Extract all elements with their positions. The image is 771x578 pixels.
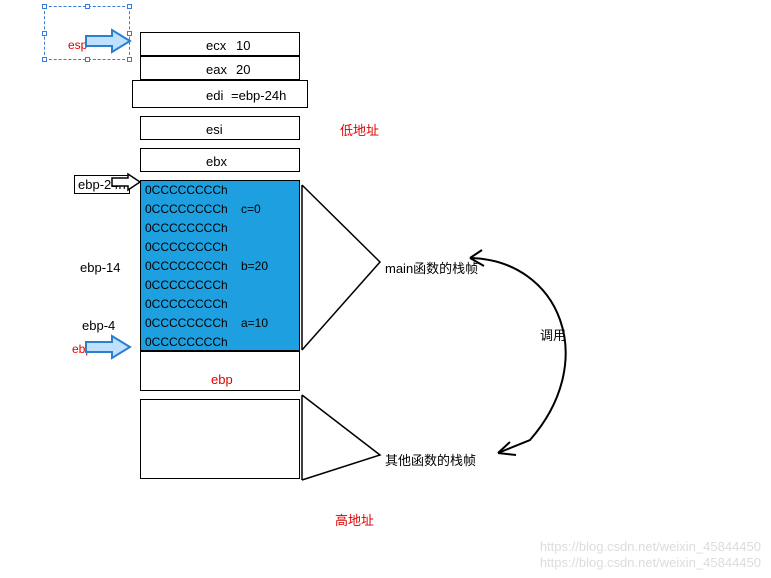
call-curve: [470, 258, 566, 453]
triangle-other: [302, 395, 380, 480]
watermark-1: https://blog.csdn.net/weixin_45844450: [540, 539, 761, 554]
connector-lines: [0, 0, 771, 578]
triangle-main: [302, 185, 380, 350]
watermark-2: https://blog.csdn.net/weixin_45844450: [540, 555, 761, 570]
